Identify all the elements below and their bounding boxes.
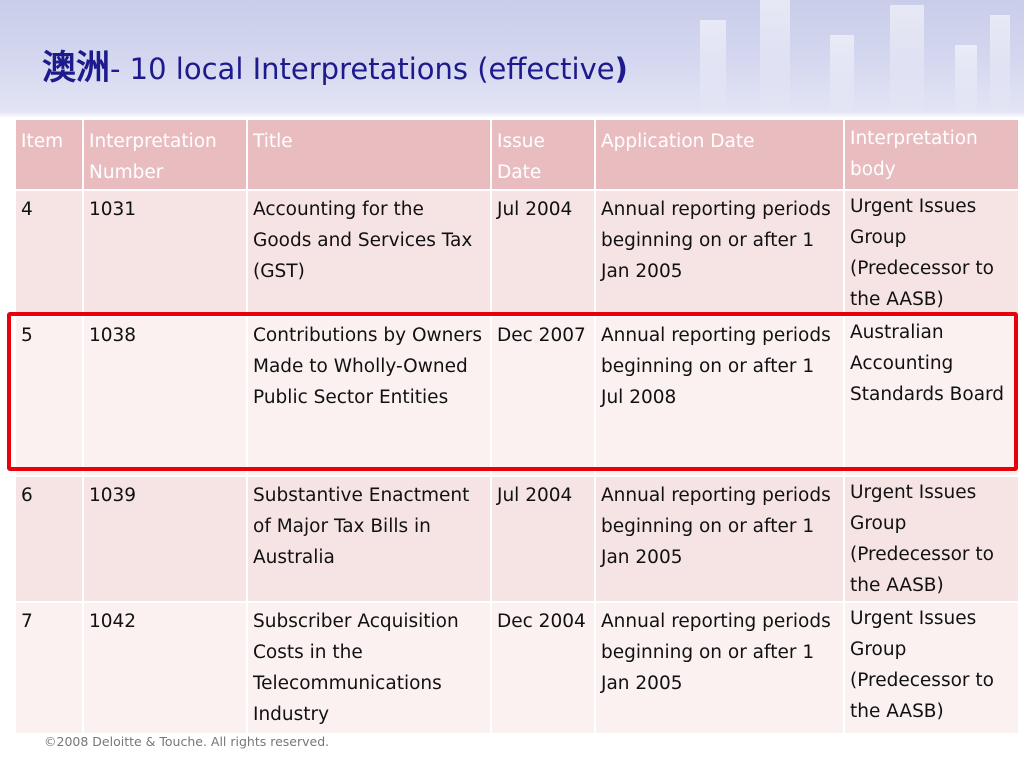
header-interpretation-number: Interpretation Number	[82, 118, 248, 191]
header-title: Title	[246, 118, 492, 191]
table-row: 5 1038 Contributions by Owners Made to W…	[14, 315, 1020, 477]
cell-title: Subscriber Acquisition Costs in the Tele…	[246, 601, 492, 735]
cell-application-date: Annual reporting periods beginning on or…	[594, 475, 845, 603]
table-header-row: Item Interpretation Number Title Issue D…	[14, 118, 1020, 191]
cell-title: Contributions by Owners Made to Wholly-O…	[246, 315, 492, 477]
cell-number: 1038	[82, 315, 248, 477]
cell-title: Substantive Enactment of Major Tax Bills…	[246, 475, 492, 603]
cell-issue-date: Jul 2004	[490, 475, 596, 603]
cell-number: 1042	[82, 601, 248, 735]
cell-item: 4	[14, 189, 84, 317]
cell-body: Australian Accounting Standards Board	[843, 315, 1020, 477]
cell-issue-date: Dec 2007	[490, 315, 596, 477]
interpretations-table: Item Interpretation Number Title Issue D…	[14, 118, 1020, 735]
header-interpretation-body: Interpretation body	[843, 118, 1020, 191]
table-row: 7 1042 Subscriber Acquisition Costs in t…	[14, 601, 1020, 735]
header-issue-date: Issue Date	[490, 118, 596, 191]
header-item: Item	[14, 118, 84, 191]
title-text: - 10 local Interpretations (effective	[110, 52, 615, 86]
title-cjk: 澳洲	[42, 48, 110, 88]
cell-number: 1039	[82, 475, 248, 603]
cell-issue-date: Jul 2004	[490, 189, 596, 317]
copyright-footer: ©2008 Deloitte & Touche. All rights rese…	[44, 734, 330, 749]
title-close-paren: )	[614, 52, 628, 86]
cell-item: 6	[14, 475, 84, 603]
cell-application-date: Annual reporting periods beginning on or…	[594, 189, 845, 317]
cell-title: Accounting for the Goods and Services Ta…	[246, 189, 492, 317]
slide-title: 澳洲- 10 local Interpretations (effective)	[42, 40, 628, 100]
table-row: 4 1031 Accounting for the Goods and Serv…	[14, 189, 1020, 317]
cell-item: 7	[14, 601, 84, 735]
header-application-date: Application Date	[594, 118, 845, 191]
cell-application-date: Annual reporting periods beginning on or…	[594, 601, 845, 735]
cell-number: 1031	[82, 189, 248, 317]
cell-issue-date: Dec 2004	[490, 601, 596, 735]
cell-body: Urgent Issues Group (Predecessor to the …	[843, 601, 1020, 735]
cell-item: 5	[14, 315, 84, 477]
cell-body: Urgent Issues Group (Predecessor to the …	[843, 189, 1020, 317]
table-row: 6 1039 Substantive Enactment of Major Ta…	[14, 475, 1020, 603]
cell-application-date: Annual reporting periods beginning on or…	[594, 315, 845, 477]
cell-body: Urgent Issues Group (Predecessor to the …	[843, 475, 1020, 603]
